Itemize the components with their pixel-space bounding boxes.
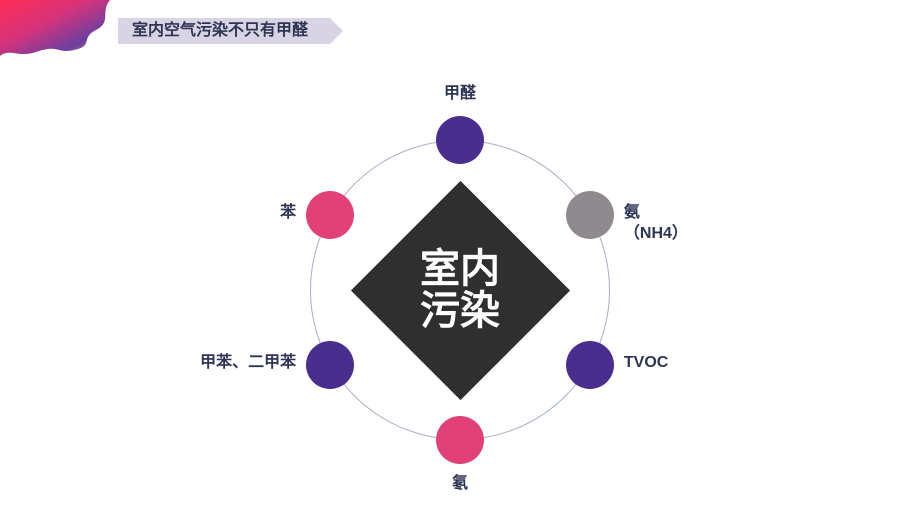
pollutant-node: [306, 341, 354, 389]
pollutant-label: 苯: [136, 203, 296, 224]
pollutant-label: 甲苯、二甲苯: [136, 353, 296, 374]
pollutant-node: [306, 191, 354, 239]
pollutant-node: [436, 116, 484, 164]
pollutant-node: [436, 416, 484, 464]
pollutant-label: TVOC: [624, 353, 668, 374]
pollutant-node: [566, 191, 614, 239]
pollutant-label: 甲醛: [400, 84, 520, 105]
pollutant-node: [566, 341, 614, 389]
pollutant-diagram: 室内 污染 甲醛氨 （NH4） TVOC 氡 甲苯、二甲苯苯: [0, 0, 920, 518]
slide-canvas: { "header": { "title": "室内空气污染不只有甲醛", "r…: [0, 0, 920, 518]
pollutant-label: 氡: [400, 474, 520, 495]
center-label: 室内 污染: [360, 230, 560, 350]
pollutant-label: 氨 （NH4）: [624, 203, 688, 245]
